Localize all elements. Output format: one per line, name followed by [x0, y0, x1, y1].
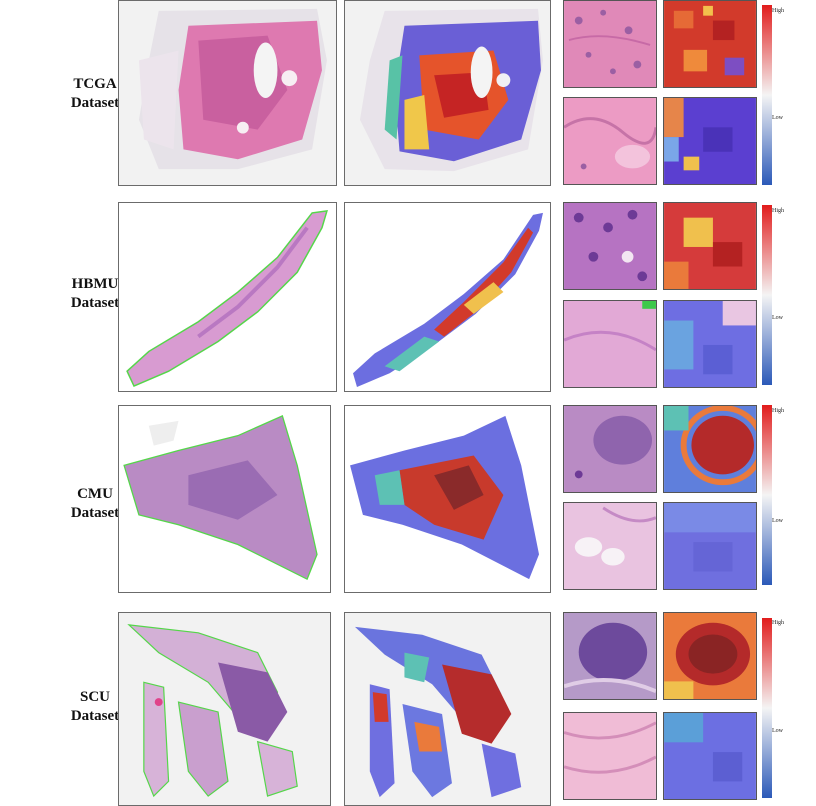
hbmu-patch-low-he [563, 300, 657, 388]
scu-patch-high-heatmap [663, 612, 757, 700]
scu-colorbar-low-label: Low [772, 728, 783, 734]
dataset-label-cmu: CMU Dataset [50, 485, 140, 523]
hbmu-patch-high-he [563, 202, 657, 290]
cmu-colorbar [762, 405, 772, 585]
tcga-wsi-thumbnail [118, 0, 337, 186]
dataset-suffix: Dataset [70, 295, 120, 311]
cmu-heatmap-overlay [344, 405, 551, 593]
scu-colorbar [762, 618, 772, 798]
dataset-suffix: Dataset [70, 505, 120, 521]
dataset-label-tcga: TCGA Dataset [50, 75, 140, 113]
cmu-patch-low-heatmap [663, 502, 757, 590]
tcga-colorbar-high-label: High [772, 8, 784, 14]
scu-colorbar-high-label: High [772, 620, 784, 626]
cmu-patch-high-heatmap [663, 405, 757, 493]
hbmu-patch-high-heatmap [663, 202, 757, 290]
tcga-patch-low-heatmap [663, 97, 757, 185]
hbmu-patch-low-heatmap [663, 300, 757, 388]
hbmu-colorbar-low-label: Low [772, 315, 783, 321]
dataset-name: HBMU [71, 276, 119, 292]
scu-patch-low-he [563, 712, 657, 800]
tcga-heatmap-overlay [344, 0, 551, 186]
tcga-patch-low-he [563, 97, 657, 185]
hbmu-colorbar [762, 205, 772, 385]
scu-heatmap-overlay [344, 612, 551, 806]
cmu-colorbar-low-label: Low [772, 518, 783, 524]
scu-patch-low-heatmap [663, 712, 757, 800]
hbmu-wsi-thumbnail [118, 202, 337, 392]
tcga-colorbar [762, 5, 772, 185]
cmu-patch-low-he [563, 502, 657, 590]
dataset-name: SCU [79, 689, 110, 705]
cmu-wsi-thumbnail [118, 405, 331, 593]
dataset-label-scu: SCU Dataset [50, 688, 140, 726]
tcga-colorbar-low-label: Low [772, 115, 783, 121]
dataset-name: CMU [77, 486, 113, 502]
tcga-patch-high-he [563, 0, 657, 88]
dataset-suffix: Dataset [70, 95, 120, 111]
cmu-patch-high-he [563, 405, 657, 493]
hbmu-heatmap-overlay [344, 202, 551, 392]
cmu-colorbar-high-label: High [772, 408, 784, 414]
dataset-suffix: Dataset [70, 708, 120, 724]
scu-patch-high-he [563, 612, 657, 700]
scu-wsi-thumbnail [118, 612, 331, 806]
dataset-name: TCGA [73, 76, 117, 92]
tcga-patch-high-heatmap [663, 0, 757, 88]
dataset-label-hbmu: HBMU Dataset [50, 275, 140, 313]
hbmu-colorbar-high-label: High [772, 208, 784, 214]
